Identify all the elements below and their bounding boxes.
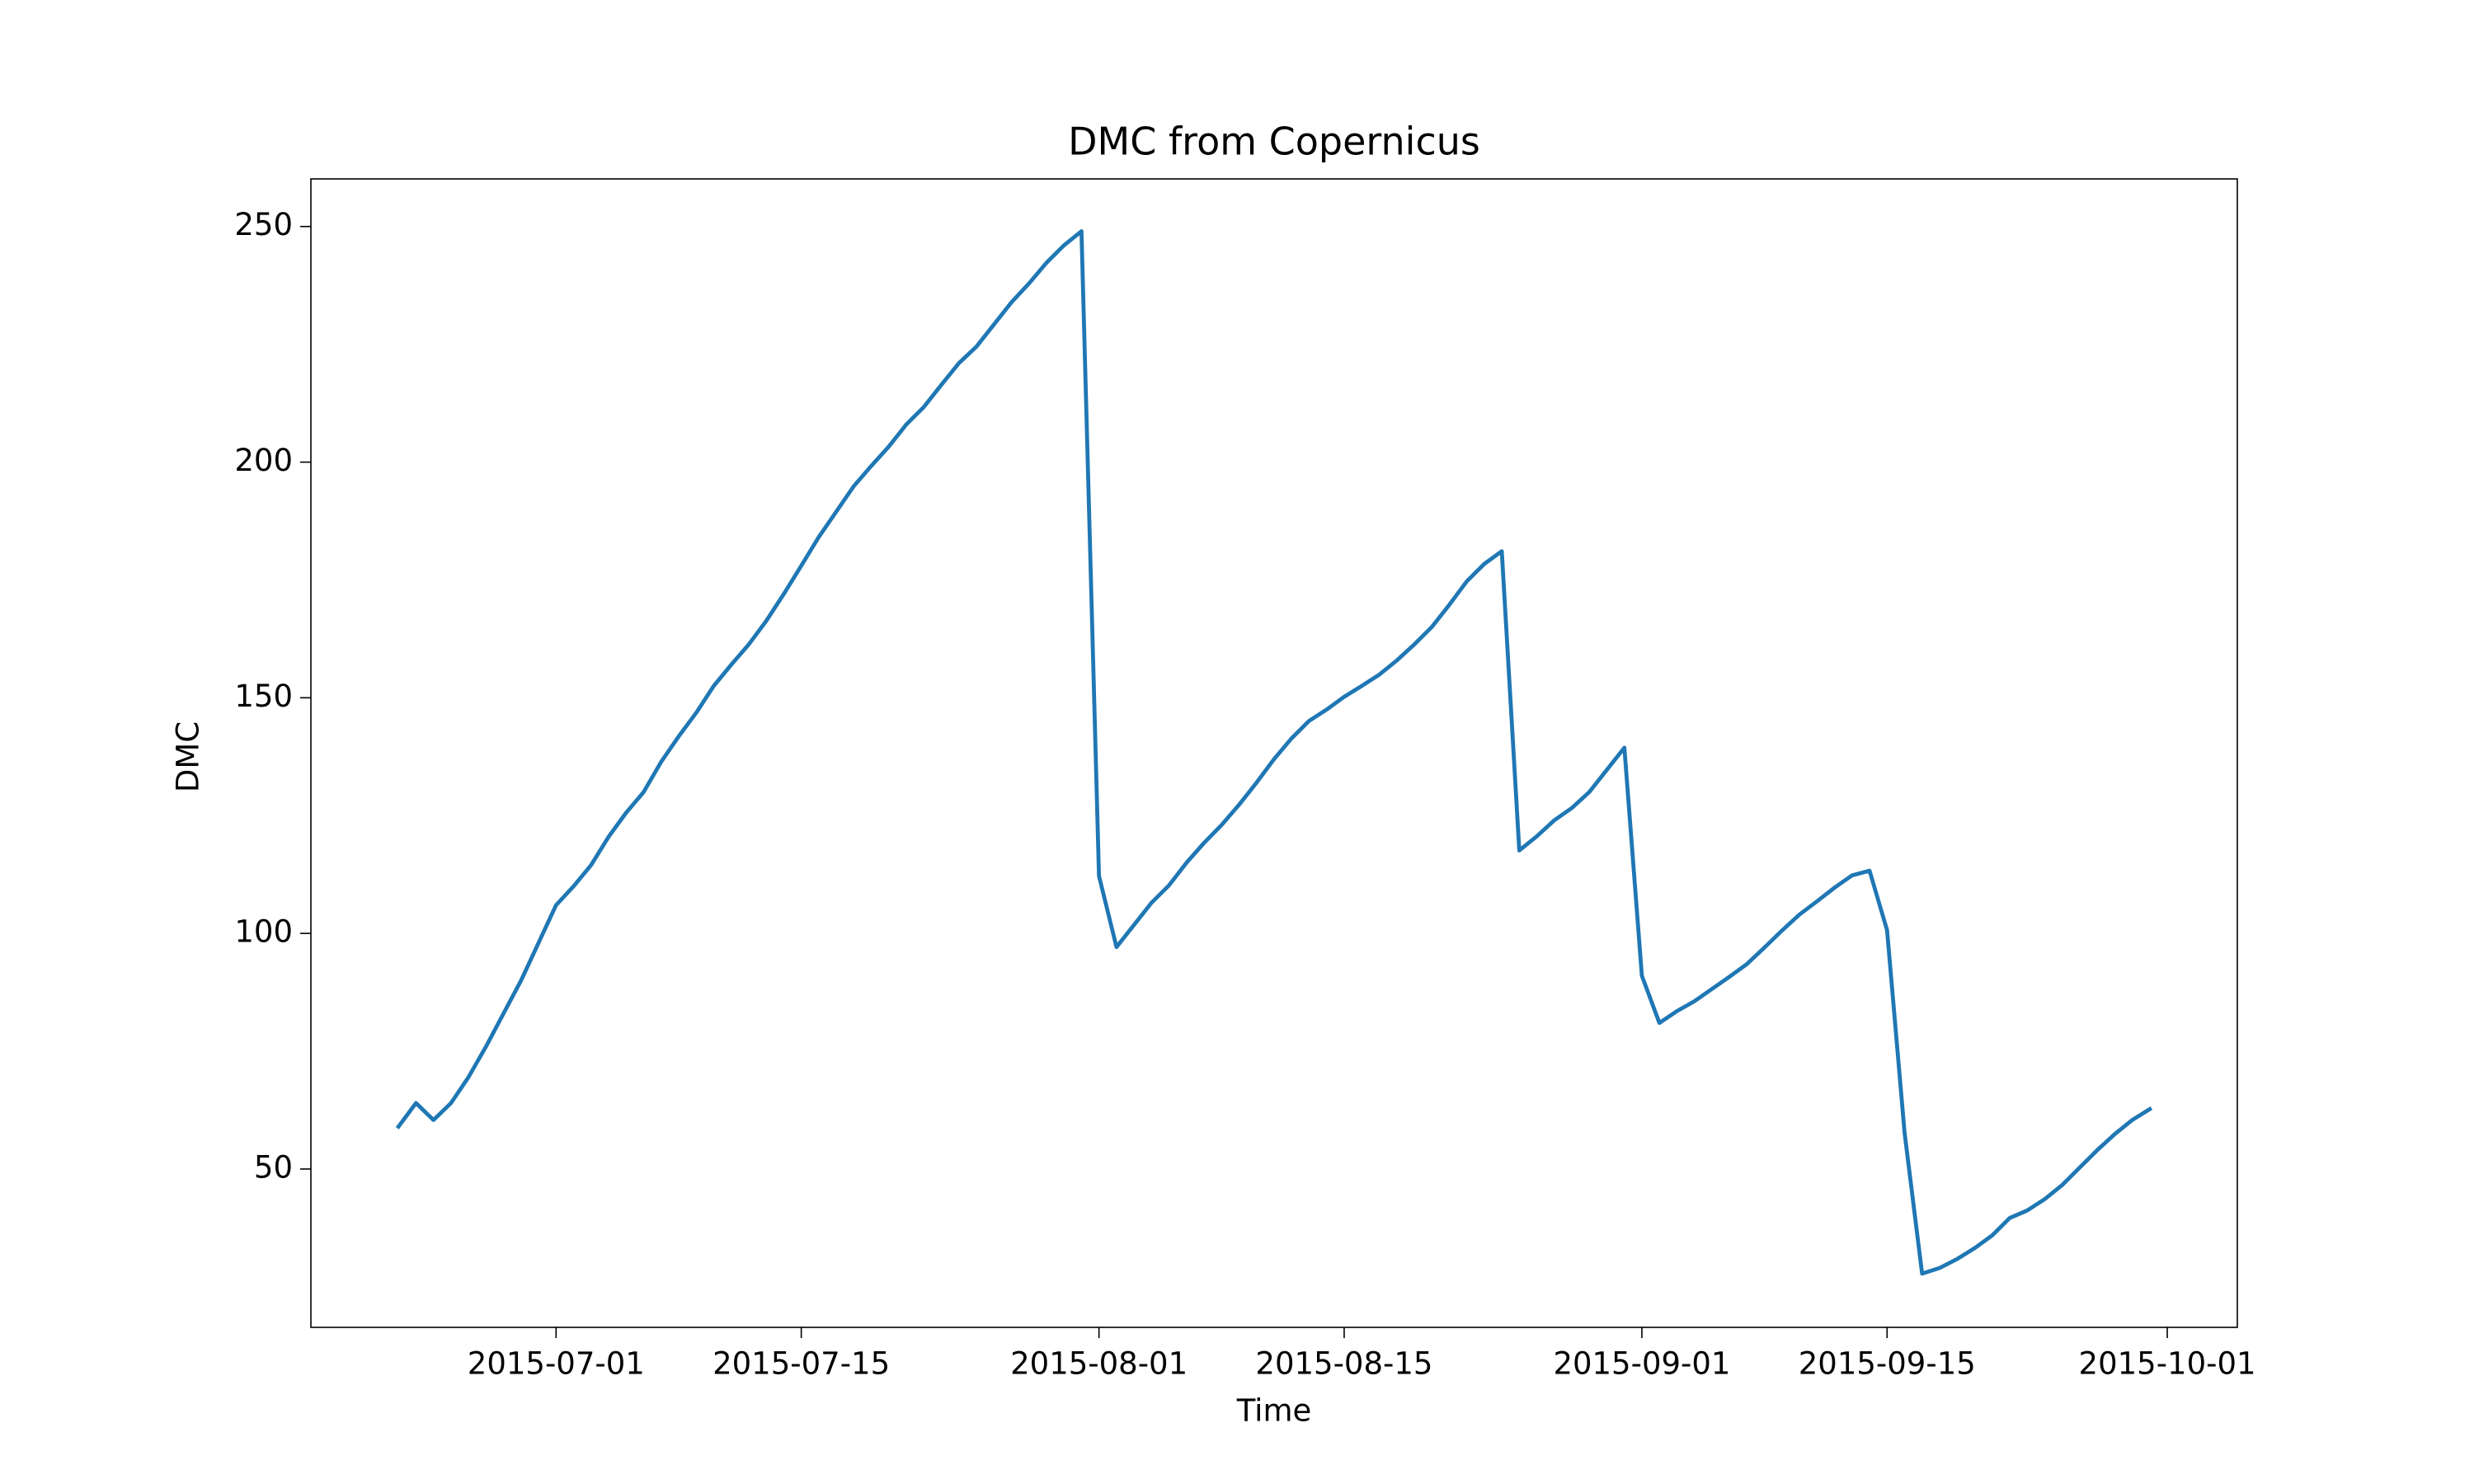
y-tick-label: 200	[234, 443, 293, 478]
data-line	[395, 229, 2153, 1276]
y-tick-label: 100	[234, 914, 293, 950]
y-tick-label: 50	[254, 1149, 293, 1185]
y-axis-label: DMC	[171, 721, 206, 792]
chart-title: DMC from Copernicus	[1068, 120, 1480, 164]
y-tick-label: 150	[234, 679, 293, 714]
x-tick-label: 2015-09-01	[1553, 1346, 1730, 1382]
x-tick-label: 2015-08-01	[1010, 1346, 1188, 1382]
x-tick-label: 2015-08-15	[1255, 1346, 1432, 1382]
y-tick-label: 250	[234, 207, 293, 242]
x-tick-label: 2015-10-01	[2079, 1346, 2256, 1382]
x-axis-label: Time	[1236, 1393, 1312, 1429]
x-tick-label: 2015-07-01	[468, 1346, 645, 1382]
x-tick-label: 2015-07-15	[713, 1346, 890, 1382]
plot-frame	[310, 178, 2238, 1328]
x-tick-label: 2015-09-15	[1799, 1346, 1976, 1382]
